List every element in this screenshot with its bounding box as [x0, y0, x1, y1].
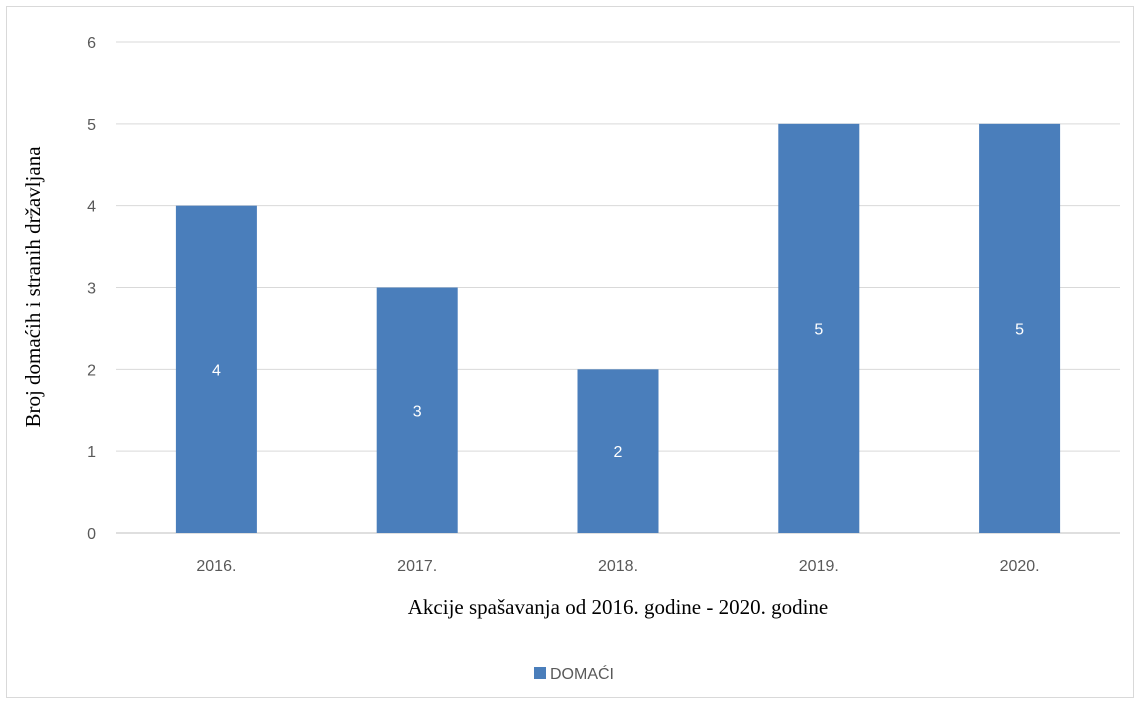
- bar: [577, 369, 659, 533]
- legend-label: DOMAĆI: [550, 664, 614, 683]
- y-tick-label: 1: [87, 444, 96, 461]
- x-tick-label: 2019.: [799, 558, 839, 575]
- y-tick-label: 4: [87, 199, 96, 216]
- x-axis-ticks: 2016. 2017. 2018. 2019. 2020.: [196, 558, 1039, 575]
- y-tick-label: 2: [87, 362, 96, 379]
- y-tick-label: 0: [87, 526, 96, 543]
- bar: [778, 123, 860, 533]
- bar: [979, 123, 1061, 533]
- x-tick-label: 2018.: [598, 558, 638, 575]
- data-label: 4: [212, 362, 221, 379]
- y-tick-label: 6: [87, 35, 96, 52]
- data-label: 2: [614, 444, 623, 461]
- data-label: 3: [413, 403, 422, 420]
- data-label: 5: [1015, 321, 1024, 338]
- y-axis-title: Broj domaćih i stranih državljana: [21, 146, 45, 428]
- data-label: 5: [814, 321, 823, 338]
- legend: DOMAĆI: [534, 664, 614, 683]
- legend-swatch: [534, 667, 546, 679]
- bar: [175, 205, 257, 533]
- x-tick-label: 2016.: [196, 558, 236, 575]
- y-tick-label: 3: [87, 281, 96, 298]
- gridlines: [116, 41, 1120, 534]
- bars: 4 3 2 5 5: [175, 123, 1061, 533]
- y-tick-label: 5: [87, 117, 96, 134]
- x-axis-title: Akcije spašavanja od 2016. godine - 2020…: [408, 595, 829, 619]
- bar: [376, 287, 458, 533]
- y-axis-ticks: 0 1 2 3 4 5 6: [87, 35, 96, 543]
- x-tick-label: 2020.: [1000, 558, 1040, 575]
- x-tick-label: 2017.: [397, 558, 437, 575]
